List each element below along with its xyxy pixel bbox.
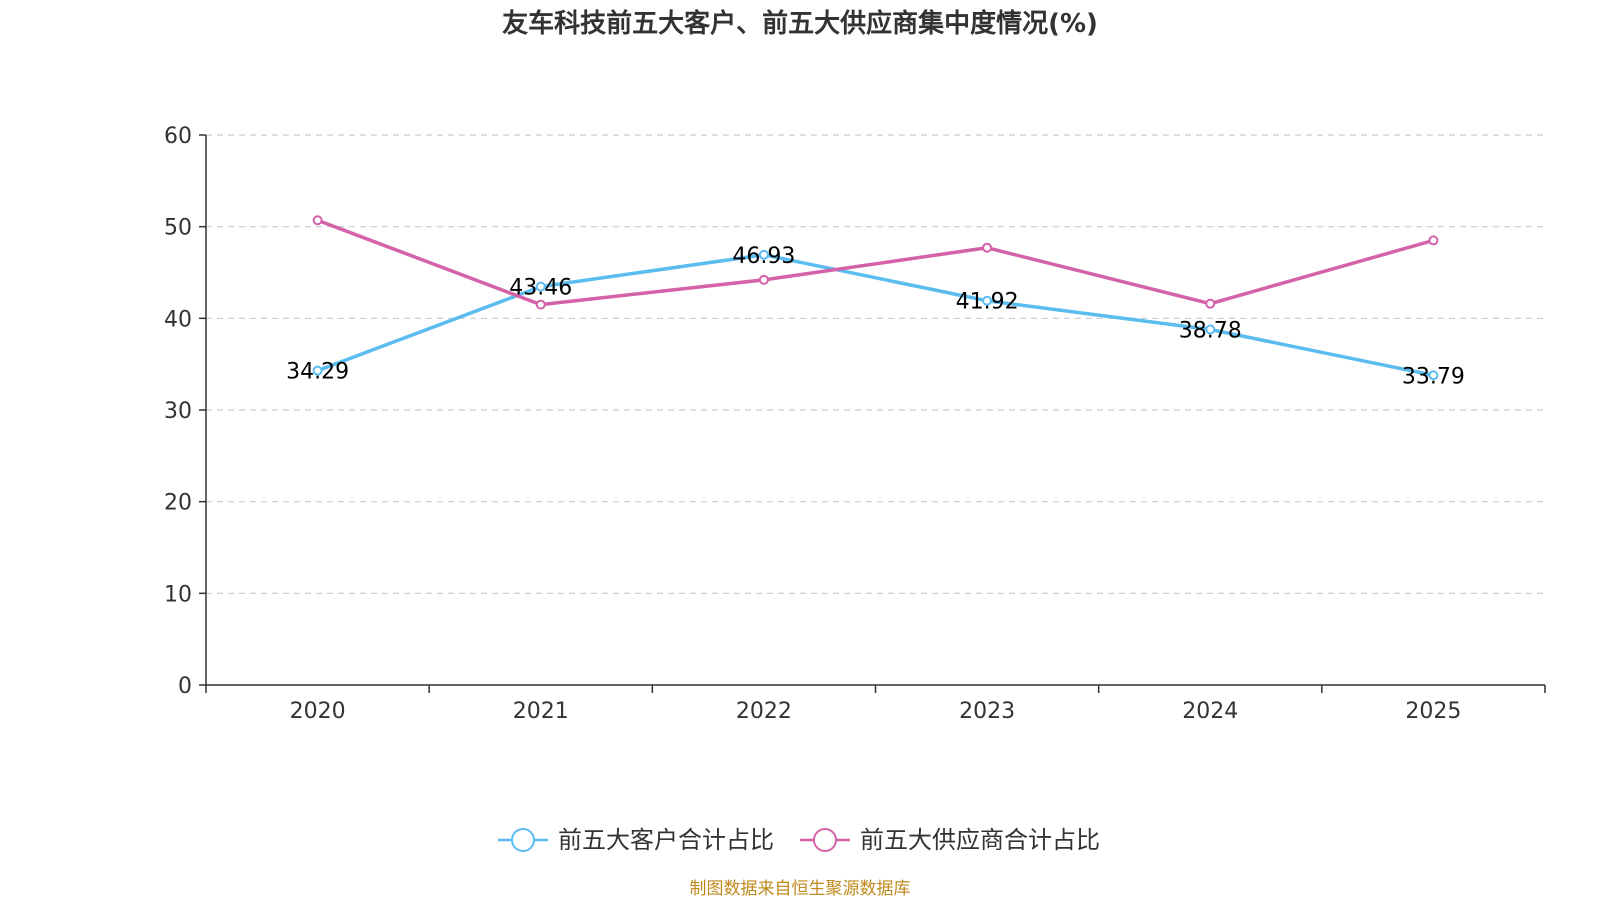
data-point (1205, 324, 1216, 335)
y-tick-label: 20 (164, 491, 192, 516)
x-tick-label: 2021 (513, 699, 569, 724)
legend[interactable]: 前五大客户合计占比 前五大供应商合计占比 (498, 826, 1100, 854)
legend-item-1[interactable]: 前五大客户合计占比 (498, 826, 774, 854)
data-label: 43.46 (509, 276, 572, 301)
data-point (1205, 298, 1216, 309)
y-tick-label: 60 (164, 124, 192, 149)
y-tick-label: 40 (164, 307, 192, 332)
data-point (982, 242, 993, 253)
data-point (1428, 235, 1439, 246)
grid-lines (206, 134, 1545, 594)
data-label: 33.79 (1402, 364, 1465, 389)
legend-marker-icon (813, 828, 837, 852)
data-point (535, 299, 546, 310)
data-label: 38.78 (1179, 319, 1242, 344)
data-point (535, 281, 546, 292)
data-label: 34.29 (286, 360, 349, 385)
x-tick-label: 2022 (736, 699, 792, 724)
axes: 0 10 20 30 40 50 60 2020 2021 2022 2023 2024 2025 (164, 124, 1546, 724)
legend-marker-icon (511, 828, 535, 852)
data-label: 41.92 (956, 290, 1019, 315)
data-point (758, 274, 769, 285)
x-tick-label: 2024 (1182, 699, 1238, 724)
y-tick-label: 10 (164, 582, 192, 607)
chart-title: 友车科技前五大客户、前五大供应商集中度情况(%) (502, 8, 1098, 39)
legend-item-2[interactable]: 前五大供应商合计占比 (800, 826, 1100, 854)
data-point (982, 295, 993, 306)
x-tick-label: 2023 (959, 699, 1015, 724)
series-line-2 (316, 218, 1434, 307)
data-point (1428, 370, 1439, 381)
y-tick-label: 0 (178, 674, 192, 699)
data-label: 46.93 (732, 244, 795, 269)
series-group (312, 215, 1439, 381)
data-point (312, 365, 323, 376)
x-tick-label: 2020 (290, 699, 346, 724)
source-note: 制图数据来自恒生聚源数据库 (690, 879, 911, 899)
y-tick-label: 30 (164, 399, 192, 424)
series-line-1 (316, 253, 1434, 377)
legend-label: 前五大供应商合计占比 (860, 826, 1100, 854)
data-point (312, 215, 323, 226)
data-labels: 34.29 43.46 46.93 41.92 38.78 33.79 (286, 244, 1465, 389)
legend-label: 前五大客户合计占比 (558, 826, 774, 854)
data-point (758, 249, 769, 260)
y-tick-label: 50 (164, 216, 192, 241)
x-tick-label: 2025 (1405, 699, 1461, 724)
